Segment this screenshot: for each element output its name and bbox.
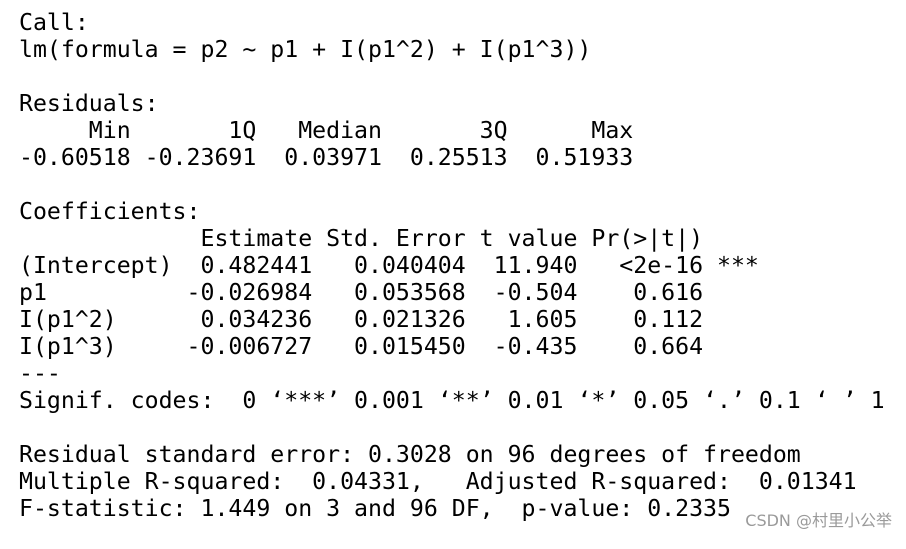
output-line: Call: (19, 9, 89, 36)
output-line: Residual standard error: 0.3028 on 96 de… (19, 441, 801, 468)
output-block: Coefficients: Estimate Std. Error t valu… (19, 198, 885, 414)
output-line: Multiple R-squared: 0.04331, Adjusted R-… (19, 468, 857, 495)
output-block: Call: lm(formula = p2 ~ p1 + I(p1^2) + I(… (19, 9, 885, 63)
output-line: p1 -0.026984 0.053568 -0.504 0.616 (19, 279, 704, 306)
output-line: Estimate Std. Error t value Pr(>|t|) (19, 225, 704, 252)
output-line: Signif. codes: 0 ‘***’ 0.001 ‘**’ 0.01 ‘… (19, 387, 885, 414)
output-line: I(p1^3) -0.006727 0.015450 -0.435 0.664 (19, 333, 704, 360)
output-line: I(p1^2) 0.034236 0.021326 1.605 0.112 (19, 306, 704, 333)
watermark: CSDN @村里小公举 (745, 511, 892, 530)
console-output: Call: lm(formula = p2 ~ p1 + I(p1^2) + I(… (19, 9, 885, 549)
output-line: lm(formula = p2 ~ p1 + I(p1^2) + I(p1^3)… (19, 36, 592, 63)
output-line: (Intercept) 0.482441 0.040404 11.940 <2e… (19, 252, 759, 279)
output-block: Residual standard error: 0.3028 on 96 de… (19, 441, 885, 522)
output-line: F-statistic: 1.449 on 3 and 96 DF, p-val… (19, 495, 731, 522)
output-block: Residuals: Min 1Q Median 3Q Max -0.60518 … (19, 90, 885, 171)
output-line: Residuals: (19, 90, 159, 117)
output-line: --- (19, 360, 61, 387)
output-line: Coefficients: (19, 198, 201, 225)
output-line: Min 1Q Median 3Q Max (19, 117, 634, 144)
output-line: -0.60518 -0.23691 0.03971 0.25513 0.5193… (19, 144, 634, 171)
